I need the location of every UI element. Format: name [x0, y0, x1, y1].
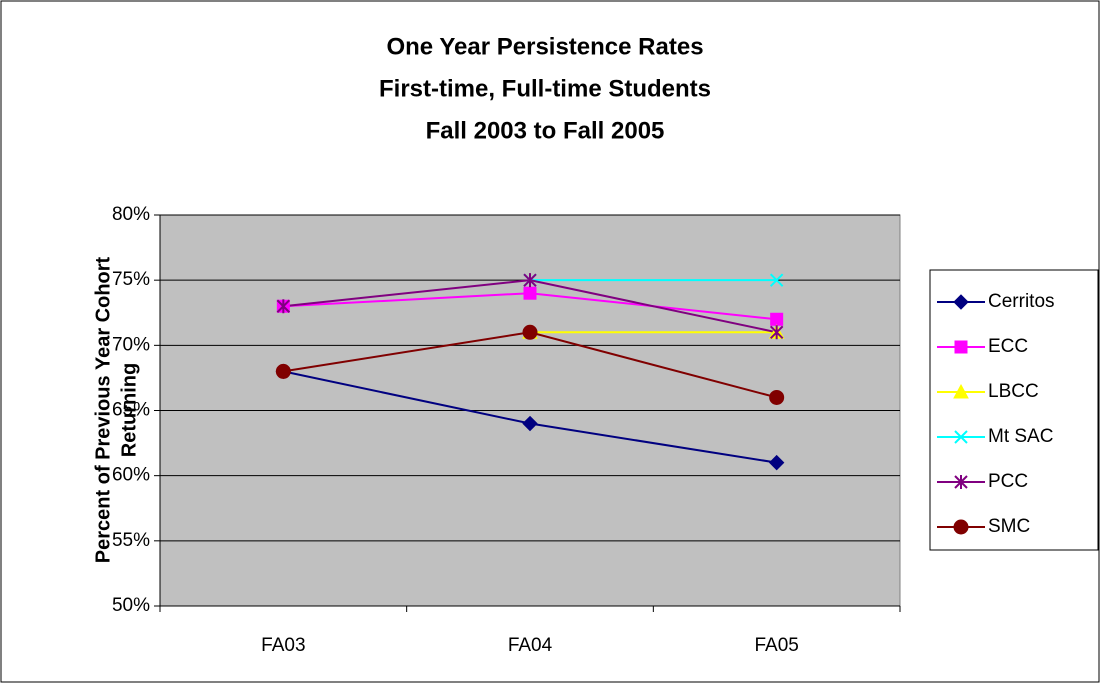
legend-box — [929, 269, 1099, 551]
y-axis-title: Returning — [118, 363, 140, 457]
legend-label: SMC — [988, 516, 1030, 537]
data-point — [522, 324, 538, 340]
y-tick-label: 75% — [112, 269, 150, 290]
legend-marker — [953, 383, 969, 399]
x-tick-label: FA03 — [261, 635, 305, 656]
chart-title: Fall 2003 to Fall 2005 — [426, 117, 665, 144]
legend-label: Cerritos — [988, 291, 1055, 312]
data-point — [275, 363, 291, 379]
data-point — [769, 273, 784, 287]
y-tick-label: 60% — [112, 465, 150, 486]
data-point — [523, 286, 537, 300]
y-tick-label: 70% — [112, 334, 150, 355]
legend-marker — [954, 430, 968, 444]
y-axis-title: Percent of Previous Year Cohort — [92, 256, 114, 563]
legend-label: PCC — [988, 471, 1028, 492]
data-point — [770, 312, 784, 326]
legend-marker — [953, 519, 969, 535]
data-point — [523, 273, 537, 288]
data-point — [769, 325, 784, 340]
chart-title: One Year Persistence Rates — [386, 33, 703, 60]
legend-marker — [953, 294, 969, 310]
legend-label: Mt SAC — [988, 426, 1053, 447]
y-tick-label: 50% — [112, 595, 150, 616]
x-tick-label: FA04 — [508, 635, 553, 656]
y-tick-label: 80% — [112, 204, 150, 225]
data-point — [522, 415, 538, 432]
legend-label: LBCC — [988, 381, 1039, 402]
y-tick-label: 65% — [112, 400, 150, 421]
data-point — [769, 389, 785, 405]
legend-marker — [954, 475, 968, 489]
legend-marker — [954, 340, 968, 354]
chart-title: First-time, Full-time Students — [379, 75, 711, 102]
x-tick-label: FA05 — [754, 635, 798, 656]
data-point — [768, 454, 785, 471]
data-point — [276, 299, 291, 314]
legend-label: ECC — [988, 336, 1028, 357]
y-tick-label: 55% — [112, 530, 150, 551]
